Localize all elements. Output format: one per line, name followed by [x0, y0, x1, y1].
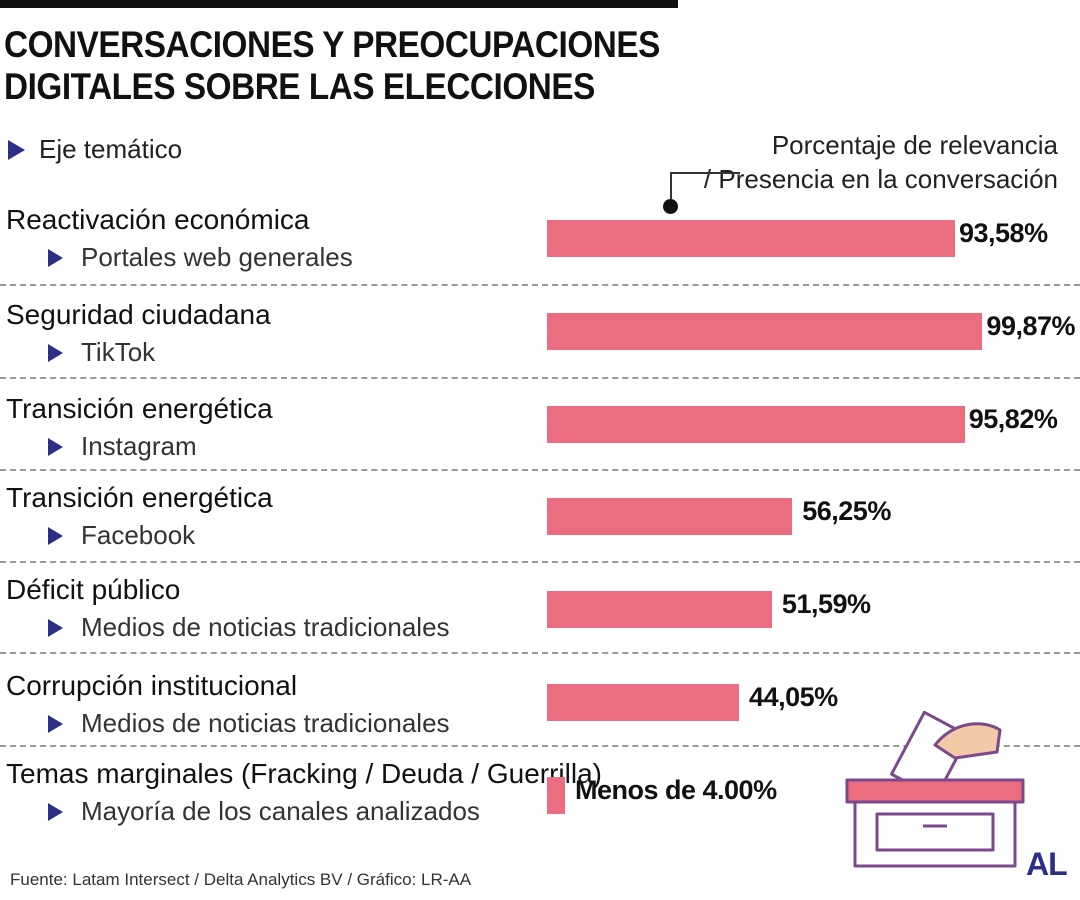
triangle-right-icon [8, 139, 25, 160]
value-label: 44,05% [749, 682, 838, 712]
triangle-right-icon [48, 802, 63, 821]
channel-label: Instagram [48, 431, 197, 462]
row-divider [0, 652, 1080, 654]
row-divider [0, 284, 1080, 286]
channel-label: Medios de noticias tradicionales [48, 708, 450, 739]
legend-value-axis: Porcentaje de relevancia / Presencia en … [704, 128, 1058, 196]
channel-text: Portales web generales [81, 242, 353, 272]
channel-text: Instagram [81, 431, 197, 461]
channel-text: TikTok [81, 337, 156, 367]
channel-text: Medios de noticias tradicionales [81, 708, 450, 738]
value-label: 93,58% [959, 218, 1048, 248]
channel-label: Mayoría de los canales analizados [48, 796, 480, 827]
legend-leader-line [670, 172, 740, 174]
topic-label: Seguridad ciudadana [6, 299, 271, 330]
legend-leader-line-vertical [670, 172, 672, 206]
topic-label: Déficit público [6, 574, 181, 605]
bar [547, 684, 740, 721]
chart-title: CONVERSACIONES Y PREOCUPACIONES DIGITALE… [4, 24, 660, 108]
bar [547, 591, 772, 628]
ballot-box-icon [845, 710, 1025, 868]
bar [547, 777, 565, 814]
channel-label: TikTok [48, 337, 155, 368]
top-rule [0, 0, 678, 8]
bar [547, 498, 793, 535]
triangle-right-icon [48, 526, 63, 545]
value-label: 95,82% [968, 404, 1058, 434]
value-label: 99,87% [986, 311, 1075, 341]
row-divider [0, 469, 1080, 471]
value-label: 51,59% [781, 589, 871, 619]
channel-text: Mayoría de los canales analizados [81, 796, 480, 826]
channel-text: Medios de noticias tradicionales [81, 612, 450, 642]
legend-right-line-1: Porcentaje de relevancia [771, 130, 1058, 160]
source-note: Fuente: Latam Intersect / Delta Analytic… [10, 870, 472, 889]
row-divider [0, 377, 1080, 379]
channel-text: Facebook [81, 520, 196, 550]
triangle-right-icon [48, 437, 63, 456]
bar [547, 313, 983, 350]
title-line-2: DIGITALES SOBRE LAS ELECCIONES [4, 66, 595, 107]
triangle-right-icon [48, 618, 63, 637]
channel-label: Medios de noticias tradicionales [48, 612, 450, 643]
triangle-right-icon [48, 343, 63, 362]
publisher-logo: AL [1026, 846, 1068, 882]
row-divider [0, 561, 1080, 563]
topic-label: Temas marginales (Fracking / Deuda / Gue… [6, 758, 602, 789]
bar [547, 220, 955, 257]
topic-label: Transición energética [6, 393, 273, 424]
title-line-1: CONVERSACIONES Y PREOCUPACIONES [4, 24, 660, 65]
channel-label: Portales web generales [48, 242, 353, 273]
row-divider [0, 745, 1080, 747]
topic-label: Reactivación económica [6, 204, 310, 235]
topic-label: Corrupción institucional [6, 670, 298, 701]
legend-topic-axis: Eje temático [8, 134, 182, 165]
triangle-right-icon [48, 714, 63, 733]
legend-leader-dot [663, 199, 678, 214]
triangle-right-icon [48, 248, 63, 267]
value-label: Menos de 4.00% [575, 775, 777, 805]
bar [547, 406, 965, 443]
legend-left-label: Eje temático [39, 134, 183, 164]
topic-label: Transición energética [6, 482, 273, 513]
value-label: 56,25% [802, 496, 891, 526]
channel-label: Facebook [48, 520, 195, 551]
legend-right-line-2: / Presencia en la conversación [703, 164, 1058, 194]
